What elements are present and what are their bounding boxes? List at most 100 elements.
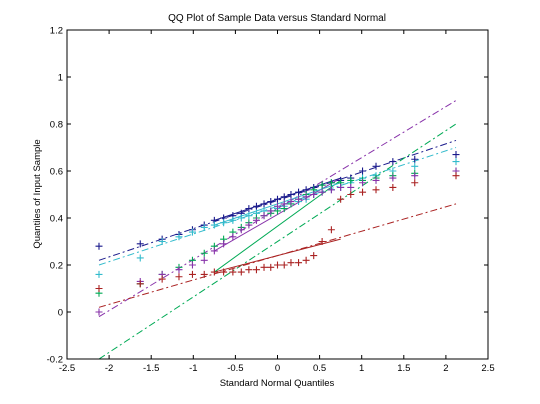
- data-point: [229, 216, 237, 224]
- data-point: [95, 308, 103, 316]
- data-point: [188, 261, 196, 269]
- y-tick-label: 0: [58, 308, 63, 319]
- x-tick-label: -1.5: [143, 363, 159, 374]
- data-point: [287, 191, 295, 198]
- y-tick-label: 1: [58, 73, 63, 84]
- data-point: [188, 228, 196, 236]
- data-point: [245, 212, 253, 220]
- data-point: [237, 226, 245, 234]
- data-point: [136, 280, 144, 288]
- data-point: [95, 270, 103, 278]
- data-point: [200, 249, 208, 257]
- y-tick-label: 0.8: [50, 120, 63, 131]
- data-point: [295, 259, 303, 267]
- data-point: [337, 195, 345, 203]
- data-point: [210, 247, 218, 255]
- data-point: [252, 266, 260, 274]
- data-point: [302, 193, 310, 201]
- reference-line-4: [98, 100, 457, 318]
- data-point: [327, 226, 335, 234]
- data-point: [280, 193, 288, 201]
- reference-line-2: [98, 147, 457, 266]
- data-point: [245, 205, 253, 213]
- data-point: [245, 266, 253, 274]
- data-point: [260, 263, 268, 271]
- data-point: [302, 256, 310, 264]
- data-point: [318, 238, 326, 245]
- data-point: [411, 155, 419, 163]
- data-point: [452, 158, 460, 166]
- data-point: [95, 285, 103, 292]
- data-point: [295, 188, 303, 196]
- data-point: [287, 198, 295, 206]
- data-point: [372, 162, 380, 170]
- data-point: [200, 256, 208, 264]
- x-tick-label: 2.5: [481, 363, 494, 374]
- data-point: [347, 183, 355, 191]
- x-tick-label: 0.5: [313, 363, 326, 374]
- x-tick-label: -2.5: [59, 363, 75, 374]
- data-point: [200, 223, 208, 231]
- data-point: [359, 179, 367, 187]
- y-tick-label: 0.2: [50, 261, 63, 272]
- y-tick-label: 0.4: [50, 214, 63, 225]
- x-tick-label: -1: [189, 363, 197, 374]
- data-point: [411, 162, 419, 170]
- data-point: [372, 176, 380, 184]
- data-point: [158, 275, 166, 283]
- data-point: [389, 158, 397, 166]
- data-point: [327, 186, 335, 194]
- data-point: [200, 270, 208, 278]
- data-point: [229, 233, 237, 241]
- data-point: [252, 216, 260, 224]
- data-point: [175, 233, 183, 241]
- reference-line-1: [98, 139, 457, 261]
- data-point: [267, 207, 275, 215]
- data-point: [372, 186, 380, 194]
- x-tick-label: 0: [275, 363, 280, 374]
- data-point: [274, 202, 281, 210]
- data-point: [318, 181, 326, 189]
- data-point: [260, 200, 268, 208]
- chart-title: QQ Plot of Sample Data versus Standard N…: [168, 13, 386, 24]
- y-tick-label: -0.2: [47, 355, 63, 366]
- y-axis-label: Quantiles of Input Sample: [32, 139, 43, 248]
- data-point: [136, 254, 144, 262]
- data-point: [452, 151, 460, 159]
- data-point: [220, 219, 228, 227]
- data-point: [188, 270, 196, 278]
- data-point: [280, 200, 288, 208]
- series-4-markers: [95, 167, 460, 316]
- data-point: [452, 172, 460, 180]
- data-point: [389, 174, 397, 182]
- y-tick-label: 1.2: [50, 26, 63, 37]
- data-point: [252, 202, 260, 210]
- axes: -2.5 -2 -1.5 -1 -0.5 0 0.5 1 1.5 2 2.5 -0.2 0 0.2 0.4 0…: [47, 26, 495, 375]
- data-point: [280, 261, 288, 269]
- data-point: [220, 240, 228, 248]
- x-axis-label: Standard Normal Quantiles: [220, 378, 335, 389]
- data-point: [210, 221, 218, 229]
- data-point: [287, 259, 295, 267]
- x-tick-label: 2: [443, 363, 448, 374]
- data-point: [237, 268, 245, 276]
- data-point: [389, 183, 397, 191]
- data-point: [327, 179, 335, 187]
- data-point: [337, 183, 345, 191]
- data-point: [347, 176, 355, 184]
- fit-segment-1: [214, 238, 341, 273]
- data-point: [220, 268, 228, 276]
- data-point: [95, 242, 103, 250]
- data-point: [347, 191, 355, 198]
- data-point: [267, 263, 275, 271]
- data-point: [274, 195, 281, 203]
- data-point: [136, 240, 144, 248]
- data-point: [245, 221, 253, 229]
- data-point: [318, 188, 326, 196]
- data-point: [229, 268, 237, 276]
- series-5-markers: [95, 172, 460, 292]
- data-point: [210, 268, 218, 276]
- fit-segment-2: [214, 179, 341, 273]
- y-tick-label: 0.6: [50, 167, 63, 178]
